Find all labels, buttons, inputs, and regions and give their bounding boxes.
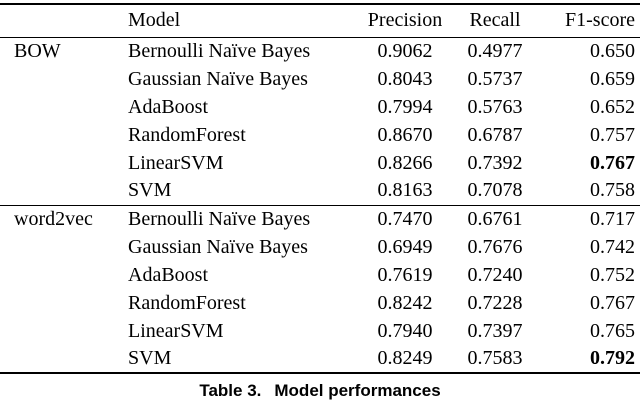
f1-cell: 0.767 [590,151,635,174]
paper-table-figure: Model Precision Recall F1-score BOW Berno… [0,3,640,411]
recall-cell: 0.6787 [467,123,523,146]
table-caption: Table 3. Model performances [0,381,640,401]
group-cell [0,233,118,261]
f1-cell: 0.765 [590,319,635,342]
precision-cell: 0.8670 [377,123,433,146]
precision-cell: 0.8043 [377,67,433,90]
group-cell [0,289,118,317]
f1-cell: 0.767 [590,291,635,314]
recall-cell: 0.7078 [467,179,523,202]
f1-cell: 0.650 [590,39,635,62]
f1-cell: 0.742 [590,235,635,258]
table-row: AdaBoost 0.7619 0.7240 0.752 [0,261,640,289]
recall-cell: 0.5763 [467,95,523,118]
model-cell: SVM [128,347,172,369]
col-header-recall: Recall [469,9,521,32]
model-cell: LinearSVM [128,151,224,174]
model-cell: SVM [128,179,172,202]
model-cell: Gaussian Naïve Bayes [128,235,308,258]
col-header-precision: Precision [367,9,443,32]
table-row: BOW Bernoulli Naïve Bayes 0.9062 0.4977 0.65… [0,37,640,65]
recall-cell: 0.7397 [467,319,523,342]
precision-cell: 0.7994 [377,95,433,118]
group-cell: BOW [14,39,61,62]
group-cell [0,121,118,149]
model-cell: Gaussian Naïve Bayes [128,67,308,90]
group-cell [0,317,118,345]
f1-cell: 0.717 [590,207,635,230]
group-cell [0,93,118,121]
f1-cell: 0.792 [590,347,635,369]
model-cell: Bernoulli Naïve Bayes [128,39,311,62]
table-group-BOW: BOW Bernoulli Naïve Bayes 0.9062 0.4977 0.65… [0,37,640,205]
group-cell [0,65,118,93]
table-row: LinearSVM 0.8266 0.7392 0.767 [0,149,640,177]
group-cell [0,345,118,373]
recall-cell: 0.7392 [467,151,523,174]
table-row: RandomForest 0.8670 0.6787 0.757 [0,121,640,149]
f1-cell: 0.758 [590,179,635,202]
col-header-f1: F1-score [565,9,635,32]
precision-cell: 0.6949 [377,235,433,258]
group-cell [0,177,118,205]
recall-cell: 0.7676 [467,235,523,258]
group-cell: word2vec [14,207,93,230]
f1-cell: 0.659 [590,67,635,90]
f1-cell: 0.652 [590,95,635,118]
recall-cell: 0.6761 [467,207,523,230]
group-cell [0,149,118,177]
table-group-word2vec: word2vec Bernoulli Naïve Bayes 0.7470 0.676… [0,205,640,373]
precision-cell: 0.8266 [377,151,433,174]
recall-cell: 0.7583 [467,347,523,369]
recall-cell: 0.4977 [467,39,523,62]
table-row: word2vec Bernoulli Naïve Bayes 0.7470 0.676… [0,205,640,233]
group-cell [0,261,118,289]
precision-cell: 0.9062 [377,39,433,62]
model-performance-table: Model Precision Recall F1-score BOW Berno… [0,3,640,374]
table-row: SVM 0.8249 0.7583 0.792 [0,345,640,373]
precision-cell: 0.8242 [377,291,433,314]
model-cell: Bernoulli Naïve Bayes [128,207,311,230]
table-row: Gaussian Naïve Bayes 0.6949 0.7676 0.742 [0,233,640,261]
f1-cell: 0.752 [590,263,635,286]
model-cell: RandomForest [128,291,246,314]
f1-cell: 0.757 [590,123,635,146]
model-cell: LinearSVM [128,319,224,342]
table-row: SVM 0.8163 0.7078 0.758 [0,177,640,205]
table-header-row: Model Precision Recall F1-score [0,4,640,37]
precision-cell: 0.8163 [377,179,433,202]
recall-cell: 0.7228 [467,291,523,314]
precision-cell: 0.7470 [377,207,433,230]
model-cell: AdaBoost [128,95,208,118]
table-row: AdaBoost 0.7994 0.5763 0.652 [0,93,640,121]
table-caption-label: Table 3. [199,381,262,400]
recall-cell: 0.5737 [467,67,523,90]
col-header-group [0,4,118,37]
precision-cell: 0.7940 [377,319,433,342]
table-caption-text: Model performances [274,381,441,400]
table-row: Gaussian Naïve Bayes 0.8043 0.5737 0.659 [0,65,640,93]
model-cell: RandomForest [128,123,246,146]
col-header-model: Model [128,9,181,32]
recall-cell: 0.7240 [467,263,523,286]
precision-cell: 0.8249 [377,347,433,369]
model-cell: AdaBoost [128,263,208,286]
precision-cell: 0.7619 [377,263,433,286]
table-row: LinearSVM 0.7940 0.7397 0.765 [0,317,640,345]
table-row: RandomForest 0.8242 0.7228 0.767 [0,289,640,317]
